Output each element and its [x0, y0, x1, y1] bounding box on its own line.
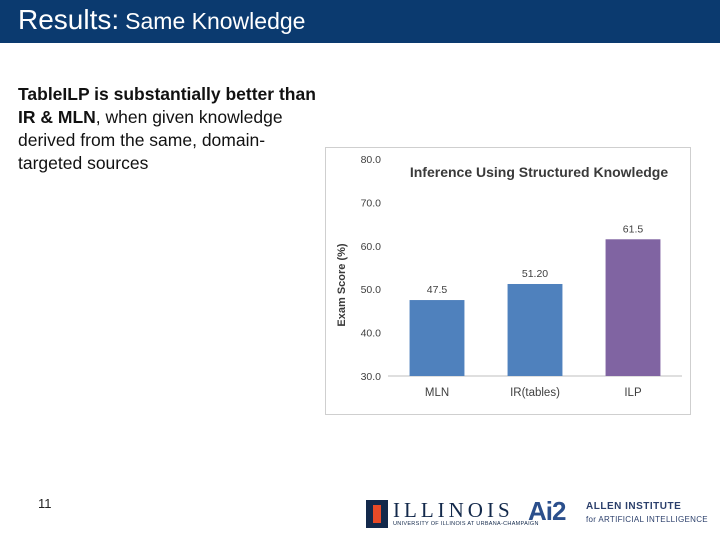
illinois-block-i-icon: [366, 500, 388, 528]
y-tick-label: 70.0: [361, 197, 382, 209]
ai2-line1: ALLEN INSTITUTE: [586, 501, 682, 512]
bar-chart: Inference Using Structured Knowledge Exa…: [336, 154, 682, 399]
y-tick-label: 80.0: [361, 154, 382, 166]
body-text-rest: , when given knowledge derived from the …: [18, 107, 283, 173]
slide-title: Results:: [18, 4, 120, 35]
axes-layer: 30.0 40.0 50.0 60.0 70.0 80.0: [361, 154, 682, 383]
chart-container: Inference Using Structured Knowledge Exa…: [325, 147, 691, 415]
bar-ilp: [605, 239, 661, 376]
x-tick-label: IR(tables): [510, 387, 560, 399]
page-number: 11: [38, 496, 52, 511]
illinois-subtitle: UNIVERSITY OF ILLINOIS AT URBANA-CHAMPAI…: [393, 521, 539, 527]
ai2-mark: Ai2: [528, 496, 566, 526]
y-axis-label: Exam Score (%): [336, 243, 348, 326]
bar-mln: [409, 300, 465, 376]
bar-value-label: 61.5: [623, 223, 644, 235]
ai2-line2: for ARTIFICIAL INTELLIGENCE: [586, 515, 708, 524]
x-tick-label: ILP: [624, 387, 642, 399]
bar-value-label: 47.5: [427, 284, 448, 296]
y-tick-label: 60.0: [361, 241, 382, 253]
y-tick-label: 30.0: [361, 371, 382, 383]
body-text: TableILP is substantially better than IR…: [18, 83, 328, 175]
y-tick-label: 40.0: [361, 328, 382, 340]
chart-title: Inference Using Structured Knowledge: [410, 164, 668, 180]
ai2-wordmark: ALLEN INSTITUTE for ARTIFICIAL INTELLIGE…: [586, 501, 708, 524]
title-bar: Results: Same Knowledge: [0, 0, 720, 43]
bar-value-label: 51.20: [522, 268, 548, 280]
illinois-wordmark: ILLINOIS: [393, 498, 514, 522]
bars-layer: 47.5 MLN 51.20 IR(tables) 61.5 ILP: [409, 223, 661, 399]
slide-subtitle: Same Knowledge: [125, 8, 306, 34]
bar-ir-tables: [507, 283, 563, 376]
x-tick-label: MLN: [425, 387, 449, 399]
y-tick-label: 50.0: [361, 284, 382, 296]
body-text-bold: TableILP is substantially better than IR…: [18, 84, 316, 127]
